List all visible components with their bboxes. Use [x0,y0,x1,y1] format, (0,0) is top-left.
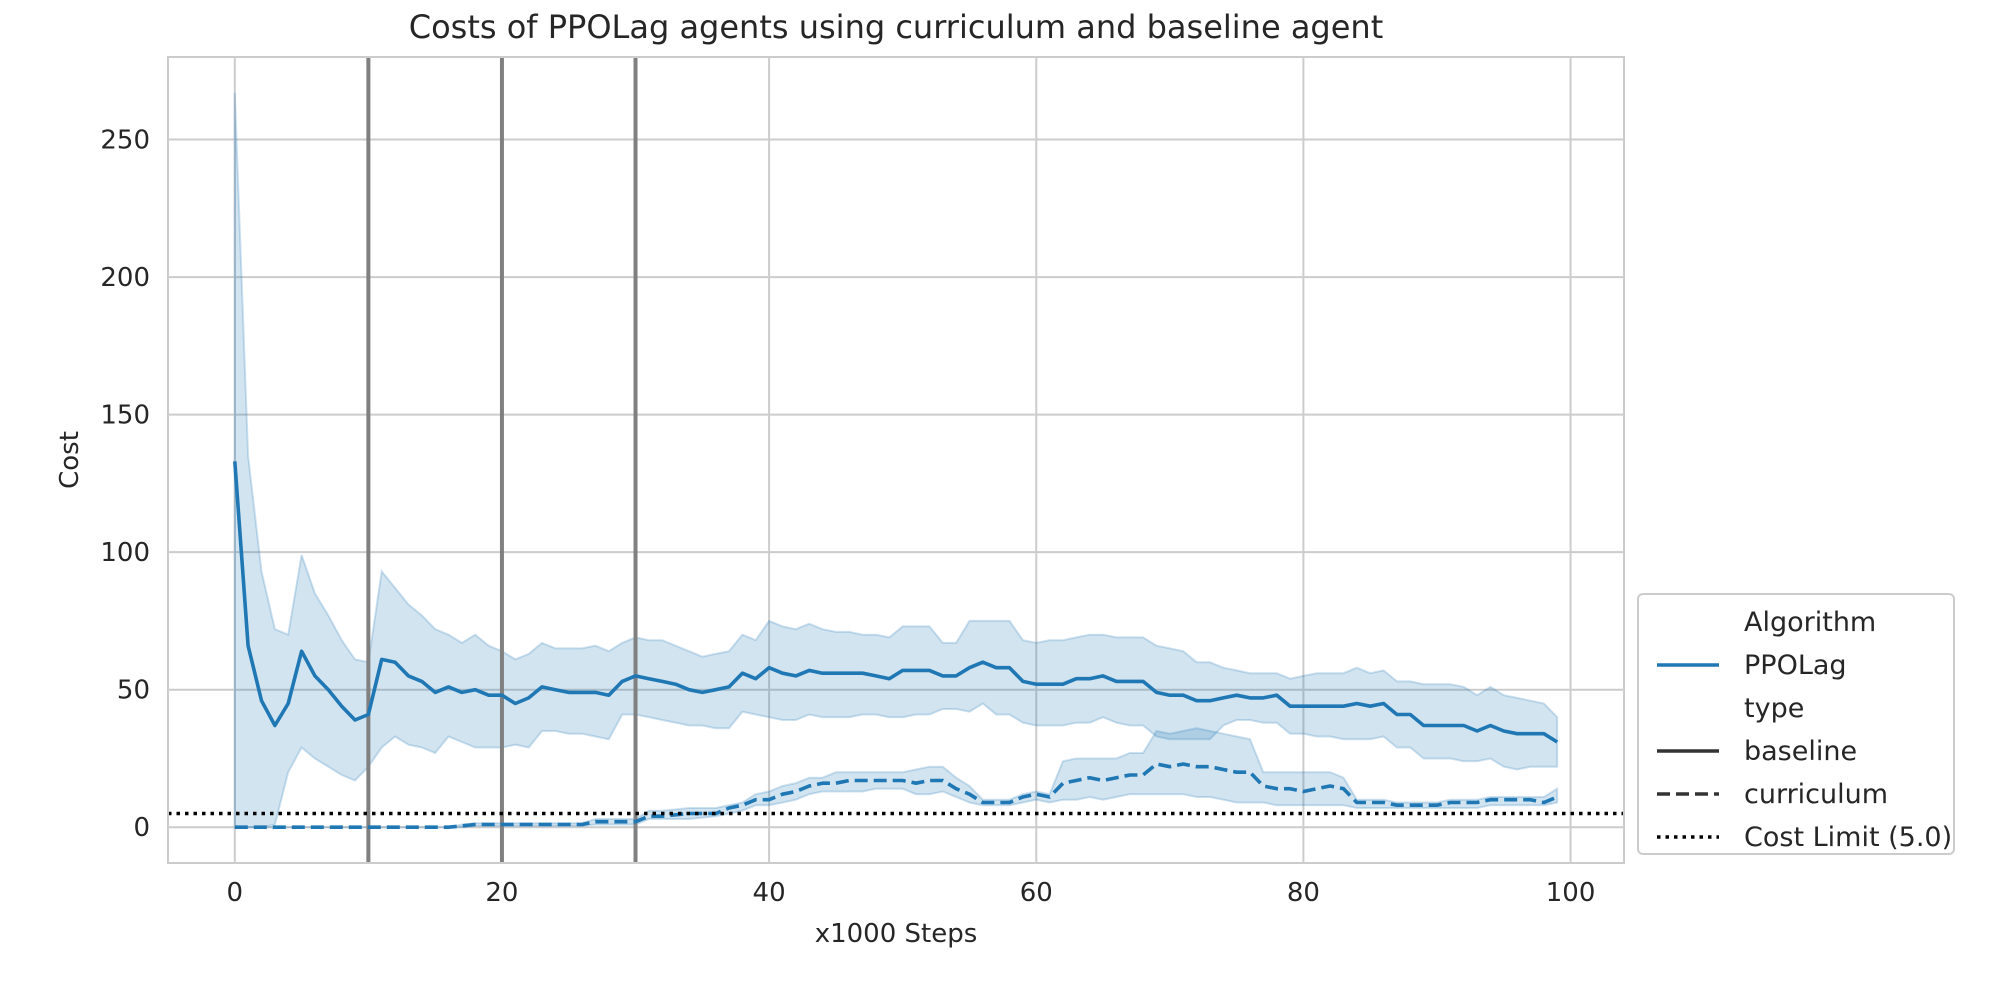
legend: Algorithm PPOLag type baseline curriculum Cos… [1637,593,1955,855]
confidence-bands [233,92,1559,829]
x-tick-label: 60 [1020,878,1053,908]
x-tick-label: 100 [1546,878,1596,908]
baseline-line [233,461,1559,744]
y-tick-label: 0 [133,813,150,843]
baseline-confidence-band [233,92,1559,829]
curriculum-confidence-band [234,727,1559,829]
legend-box [1637,593,1955,855]
stage-boundary-lines [366,57,638,863]
y-tick-label: 250 [100,126,150,156]
y-tick-label: 50 [117,676,150,706]
legend-entry-cost-limit-label: Cost Limit (5.0) [1744,822,1952,853]
x-tick-label: 20 [485,878,518,908]
y-axis-label: Cost [55,431,85,489]
series-lines [233,461,1559,830]
x-tick-label: 40 [753,878,786,908]
x-axis-label: x1000 Steps [815,919,978,949]
legend-entry-curriculum-label: curriculum [1744,779,1888,810]
tick-labels: 0 20 40 60 80 100 0 50 100 150 200 250 [100,126,1595,908]
legend-entry-ppolag-label: PPOLag [1744,650,1847,681]
legend-header-algorithm-label: Algorithm [1744,607,1876,638]
y-tick-label: 200 [100,263,150,293]
x-tick-label: 80 [1287,878,1320,908]
y-tick-label: 100 [100,538,150,568]
plot-frame [167,56,1625,864]
legend-header-type-label: type [1744,693,1804,724]
x-tick-label: 0 [227,878,244,908]
curriculum-line [234,762,1558,830]
legend-entry-baseline-label: baseline [1744,736,1857,767]
chart-title: Costs of PPOLag agents using curriculum … [409,8,1384,46]
y-tick-label: 150 [100,401,150,431]
